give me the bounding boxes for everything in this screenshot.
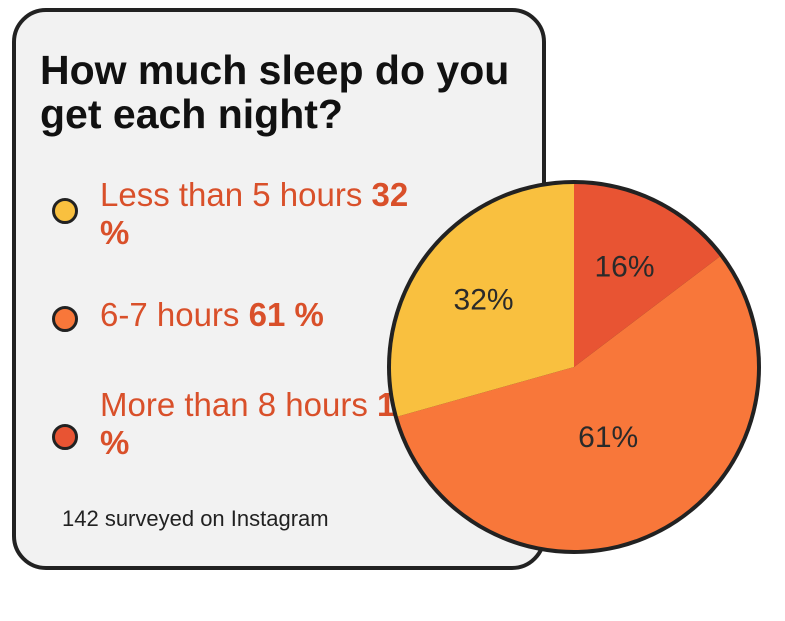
legend-percent: 61 % [248,296,324,333]
legend-swatch-red-icon [52,424,78,450]
pie-slice [397,256,757,550]
pie-labels: 16% 61% 32% [454,250,655,453]
pie-slice-label: 32% [454,283,514,316]
legend-label: 6-7 hours [100,296,240,333]
legend-label: More than 8 hours [100,386,368,423]
legend-label: Less than 5 hours [100,176,363,213]
legend-percent: 32 % [100,176,409,251]
pie-slice [574,184,720,367]
pie-slices [391,184,757,550]
footnote: 142 surveyed on Instagram [62,506,329,531]
chart-title: How much sleep do you get each night? [40,47,510,137]
pie-slice-label: 61% [578,421,638,454]
pie-slice [391,184,574,417]
pie-slice-label: 16% [594,250,654,283]
legend-swatch-orange-icon [52,306,78,332]
legend-swatch-yellow-icon [52,198,78,224]
